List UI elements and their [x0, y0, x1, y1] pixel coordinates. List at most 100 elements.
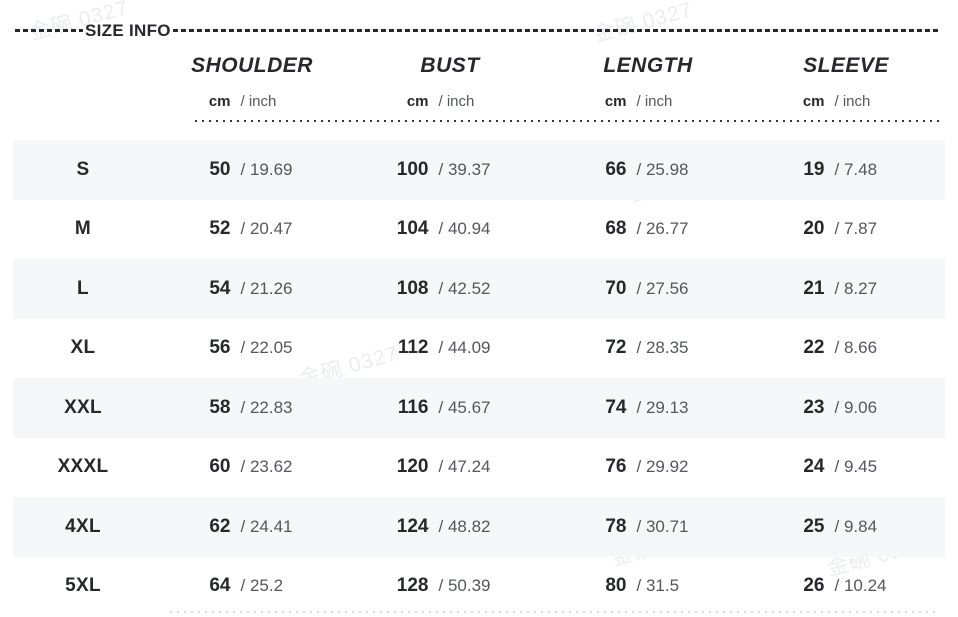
- shoulder-inch-value: / 23.62: [240, 457, 293, 477]
- title-row: SIZE INFO: [15, 20, 941, 40]
- shoulder-inch-value: / 22.05: [240, 338, 293, 358]
- sleeve-cm-value: 19: [803, 158, 825, 180]
- bust-cell: 108 / 42.52: [351, 278, 549, 300]
- bust-cm-value: 116: [397, 396, 429, 418]
- length-inch-value: / 29.13: [636, 397, 689, 417]
- shoulder-cm-value: 52: [209, 218, 231, 240]
- sleeve-cm-value: 21: [803, 277, 825, 299]
- unit-subheader-shoulder: cm / inch: [153, 93, 351, 110]
- shoulder-cm-value: 60: [209, 456, 231, 478]
- column-header-length: LENGTH: [603, 54, 693, 77]
- bust-cell: 104 / 40.94: [351, 218, 549, 240]
- sleeve-inch-value: / 9.45: [834, 457, 878, 477]
- size-label: M: [74, 218, 92, 240]
- shoulder-cm-value: 64: [209, 575, 231, 597]
- bust-cell: 116 / 45.67: [351, 397, 549, 419]
- cm-unit-label: cm: [406, 93, 429, 110]
- cm-unit-label: cm: [208, 93, 231, 110]
- table-row: XXXL 60 / 23.62 120 / 47.24 76 / 29.92 2…: [13, 438, 945, 498]
- bust-inch-value: / 47.24: [438, 457, 491, 477]
- length-inch-value: / 30.71: [636, 516, 689, 536]
- length-cm-value: 66: [605, 158, 627, 180]
- shoulder-cell: 58 / 22.83: [153, 397, 351, 419]
- bust-cell: 112 / 44.09: [351, 337, 549, 359]
- size-label: L: [77, 277, 89, 299]
- length-inch-value: / 26.77: [636, 219, 689, 239]
- bust-inch-value: / 44.09: [438, 338, 491, 358]
- length-cm-value: 78: [605, 515, 627, 537]
- shoulder-cell: 64 / 25.2: [153, 575, 351, 597]
- inch-unit-label: / inch: [636, 93, 673, 110]
- unit-subheader-bust: cm / inch: [351, 93, 549, 110]
- bust-cm-value: 120: [396, 456, 429, 478]
- table-row: XL 56 / 22.05 112 / 44.09 72 / 28.35 22 …: [13, 319, 945, 379]
- sleeve-cell: 26 / 10.24: [747, 575, 945, 597]
- bust-inch-value: / 48.82: [438, 516, 491, 536]
- bust-cell: 100 / 39.37: [351, 159, 549, 181]
- shoulder-inch-value: / 20.47: [240, 219, 293, 239]
- bust-inch-value: / 42.52: [438, 278, 491, 298]
- shoulder-cell: 54 / 21.26: [153, 278, 351, 300]
- table-row: 4XL 62 / 24.41 124 / 48.82 78 / 30.71 25…: [13, 497, 945, 557]
- bust-inch-value: / 45.67: [438, 397, 491, 417]
- sleeve-inch-value: / 9.06: [834, 397, 878, 417]
- bust-cm-value: 104: [396, 218, 429, 240]
- bust-cell: 120 / 47.24: [351, 456, 549, 478]
- length-inch-value: / 29.92: [636, 457, 689, 477]
- bust-cm-value: 100: [396, 158, 429, 180]
- sleeve-inch-value: / 7.87: [834, 219, 878, 239]
- length-cell: 78 / 30.71: [549, 516, 747, 538]
- bust-cm-value: 128: [396, 575, 429, 597]
- sleeve-cm-value: 20: [803, 218, 825, 240]
- shoulder-inch-value: / 25.2: [240, 576, 284, 596]
- sleeve-cm-value: 23: [803, 396, 825, 418]
- size-label: XXL: [64, 396, 102, 418]
- bust-inch-value: / 39.37: [438, 159, 491, 179]
- shoulder-cm-value: 50: [209, 158, 231, 180]
- length-cm-value: 72: [605, 337, 627, 359]
- shoulder-inch-value: / 19.69: [240, 159, 293, 179]
- unit-subheader-row: cm / inch cm / inch cm / inch cm / inch: [13, 93, 945, 110]
- shoulder-cell: 62 / 24.41: [153, 516, 351, 538]
- dotted-divider: [195, 120, 940, 123]
- length-inch-value: / 28.35: [636, 338, 689, 358]
- length-cell: 66 / 25.98: [549, 159, 747, 181]
- bust-cm-value: 108: [396, 277, 429, 299]
- bottom-divider: [170, 611, 938, 613]
- size-label: XXXL: [57, 456, 109, 478]
- table-row: XXL 58 / 22.83 116 / 45.67 74 / 29.13 23…: [13, 378, 945, 438]
- size-label: XL: [70, 337, 96, 359]
- size-label: 4XL: [65, 515, 101, 537]
- inch-unit-label: / inch: [240, 93, 277, 110]
- length-cm-value: 68: [605, 218, 627, 240]
- sleeve-cell: 20 / 7.87: [747, 218, 945, 240]
- bust-inch-value: / 50.39: [438, 576, 491, 596]
- shoulder-cm-value: 54: [209, 277, 231, 299]
- sleeve-inch-value: / 9.84: [834, 516, 878, 536]
- column-header-row: SHOULDER BUST LENGTH SLEEVE: [13, 54, 945, 78]
- column-header-shoulder: SHOULDER: [191, 54, 313, 77]
- column-header-bust: BUST: [420, 54, 480, 77]
- bust-cm-value: 112: [397, 337, 429, 359]
- shoulder-cm-value: 62: [209, 515, 231, 537]
- bust-inch-value: / 40.94: [438, 219, 491, 239]
- shoulder-cell: 56 / 22.05: [153, 337, 351, 359]
- length-inch-value: / 31.5: [636, 576, 680, 596]
- sleeve-cell: 22 / 8.66: [747, 337, 945, 359]
- inch-unit-label: / inch: [834, 93, 871, 110]
- sleeve-cell: 21 / 8.27: [747, 278, 945, 300]
- length-inch-value: / 25.98: [636, 159, 689, 179]
- table-row: M 52 / 20.47 104 / 40.94 68 / 26.77 20 /…: [13, 200, 945, 260]
- unit-subheader-sleeve: cm / inch: [747, 93, 945, 110]
- page-title: SIZE INFO: [85, 20, 171, 40]
- shoulder-cell: 60 / 23.62: [153, 456, 351, 478]
- length-cm-value: 74: [605, 396, 627, 418]
- sleeve-cm-value: 22: [803, 337, 825, 359]
- sleeve-inch-value: / 8.66: [834, 338, 878, 358]
- table-row: S 50 / 19.69 100 / 39.37 66 / 25.98 19 /…: [13, 140, 945, 200]
- shoulder-inch-value: / 24.41: [240, 516, 293, 536]
- size-label: 5XL: [65, 575, 101, 597]
- sleeve-inch-value: / 10.24: [834, 576, 887, 596]
- sleeve-cm-value: 25: [803, 515, 825, 537]
- length-inch-value: / 27.56: [636, 278, 689, 298]
